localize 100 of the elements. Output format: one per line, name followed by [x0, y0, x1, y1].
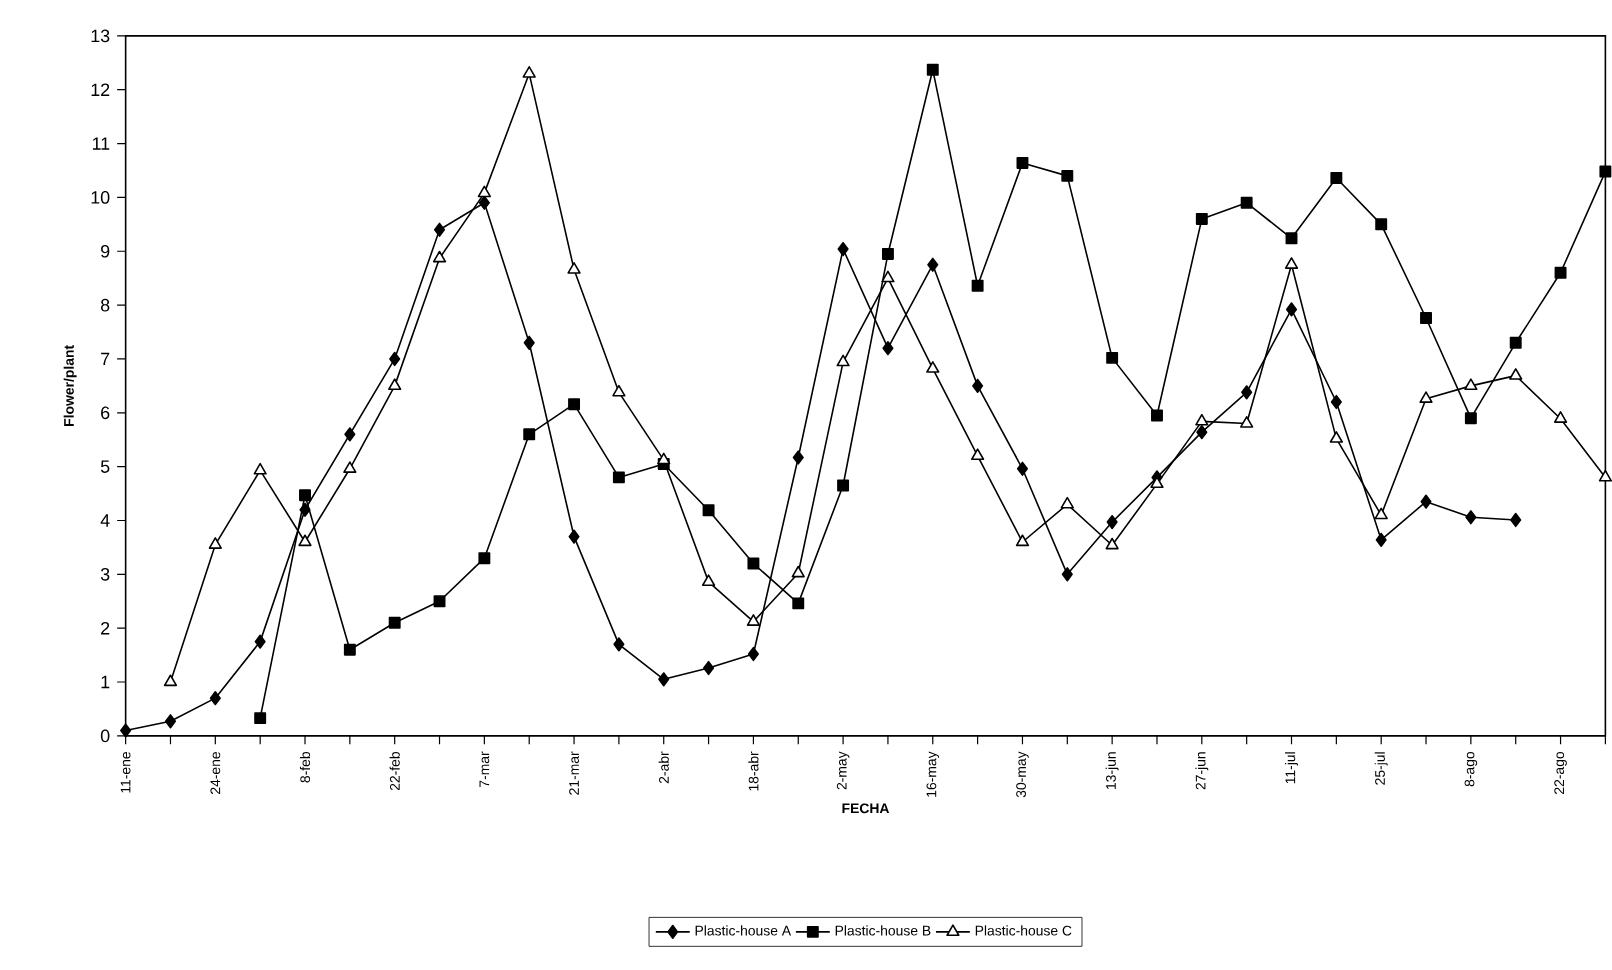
point	[1196, 425, 1208, 440]
point	[208, 537, 222, 550]
point	[567, 262, 581, 275]
point	[1375, 533, 1387, 548]
point	[1599, 166, 1612, 178]
point	[253, 463, 267, 475]
point	[1106, 352, 1119, 365]
y-tick-label: 7	[101, 353, 110, 366]
point	[523, 428, 536, 441]
y-tick-label: 6	[101, 406, 110, 420]
y-tick-label: 13	[91, 29, 110, 43]
y-tick-label: 3	[100, 568, 110, 582]
point	[971, 280, 984, 293]
point	[523, 336, 535, 351]
point	[1464, 378, 1478, 391]
point	[612, 385, 626, 397]
point	[1285, 302, 1298, 317]
point	[612, 471, 625, 484]
point	[389, 352, 401, 367]
point	[1016, 157, 1029, 170]
point	[568, 398, 581, 411]
point	[1510, 513, 1522, 528]
point	[658, 672, 670, 687]
point	[1420, 312, 1432, 325]
point	[298, 534, 312, 547]
point	[837, 479, 850, 492]
point	[881, 248, 894, 261]
point	[1284, 257, 1299, 270]
point	[1151, 409, 1163, 422]
point	[433, 222, 446, 238]
point	[657, 453, 671, 465]
y-tick-label: 11	[92, 137, 110, 151]
point	[1553, 411, 1568, 424]
point	[1150, 476, 1164, 489]
point	[254, 634, 266, 650]
point	[792, 450, 804, 466]
point	[1195, 213, 1208, 226]
point	[164, 714, 177, 729]
point	[703, 661, 715, 676]
point	[836, 355, 850, 367]
point	[477, 185, 492, 198]
point	[1240, 197, 1253, 210]
point	[388, 617, 401, 630]
point	[926, 64, 939, 77]
y-tick-label: 12	[91, 83, 110, 97]
point	[792, 597, 805, 610]
point	[747, 558, 760, 570]
point	[1060, 497, 1074, 509]
y-tick-label: 5	[100, 460, 110, 474]
y-tick-label: 2	[101, 622, 110, 635]
point	[163, 674, 178, 687]
point	[747, 647, 759, 662]
point	[1061, 170, 1074, 183]
point	[1240, 416, 1254, 429]
y-tick-label: 1	[101, 676, 110, 689]
point	[344, 427, 356, 442]
point	[254, 712, 267, 725]
point	[1061, 567, 1073, 582]
point	[388, 378, 402, 391]
point	[1016, 462, 1029, 477]
point	[746, 614, 761, 627]
y-tick-label: 9	[101, 245, 110, 258]
point	[1105, 538, 1119, 550]
point	[568, 529, 580, 545]
point	[1420, 494, 1432, 510]
point	[1509, 368, 1523, 381]
point	[1285, 232, 1298, 245]
point	[1195, 414, 1209, 426]
point	[1554, 267, 1567, 280]
point	[120, 723, 132, 739]
point	[881, 271, 895, 283]
point	[701, 574, 716, 587]
point	[972, 379, 984, 394]
point	[613, 637, 625, 652]
point	[882, 341, 894, 356]
point	[522, 66, 536, 79]
point	[970, 448, 985, 461]
point	[1241, 385, 1253, 400]
point	[1419, 391, 1433, 404]
point	[702, 504, 715, 517]
y-tick-label: 10	[91, 191, 110, 205]
point	[1329, 431, 1343, 444]
point	[791, 566, 805, 578]
point	[1375, 218, 1388, 231]
point	[433, 595, 446, 608]
point	[478, 552, 491, 565]
point	[837, 242, 849, 257]
point	[1330, 172, 1343, 185]
point	[1465, 510, 1477, 525]
point	[299, 502, 311, 518]
point	[299, 489, 311, 502]
point	[478, 196, 490, 211]
point	[927, 257, 939, 273]
y-tick-label: 4	[100, 514, 110, 528]
point	[1464, 412, 1477, 425]
point	[1330, 395, 1342, 410]
point	[1015, 534, 1030, 547]
point	[343, 644, 356, 657]
point	[1374, 507, 1388, 520]
point	[432, 251, 447, 263]
